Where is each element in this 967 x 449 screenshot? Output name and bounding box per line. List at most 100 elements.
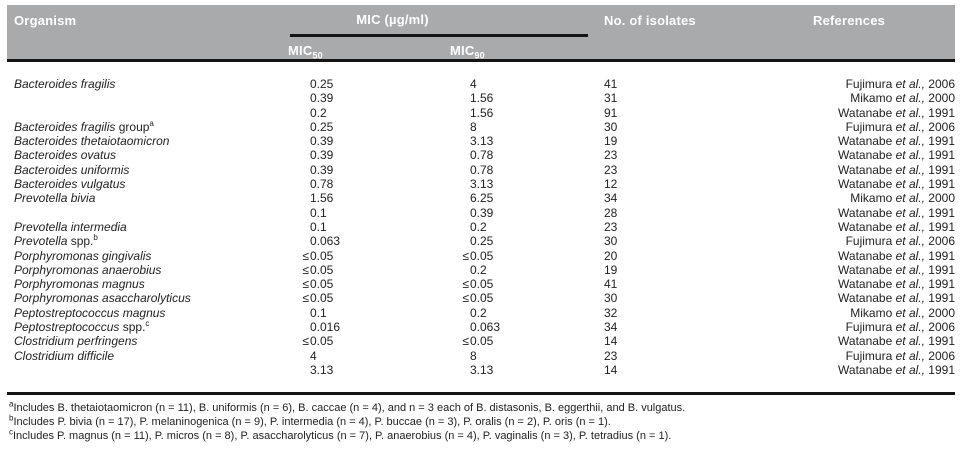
reference-author: Watanabe xyxy=(838,362,896,377)
mic90-prefix xyxy=(452,77,470,91)
mic50-prefix: ≤ xyxy=(302,277,309,292)
mic50-prefix xyxy=(292,191,310,205)
reference-cell: Watanabe et al., 1991 xyxy=(736,263,955,277)
organism-cell: Peptostreptococcus spp.c xyxy=(7,320,292,334)
mic90-prefix xyxy=(452,206,470,220)
isolates-cell: 19 xyxy=(604,262,618,277)
table-row: Bacteroides uniformis 0.39 0.78 23 Watanabe … xyxy=(7,163,955,177)
footnotes: aIncludes B. thetaiotaomicron (n = 11), … xyxy=(9,399,957,444)
reference-year: 2006 xyxy=(924,119,955,134)
mic90-prefix xyxy=(452,134,470,148)
reference-author: Mikamo xyxy=(850,305,896,320)
reference-etal: et al., xyxy=(895,262,925,277)
mic50-prefix xyxy=(292,177,310,191)
table-row: Peptostreptococcus magnus 0.1 0.2 32 Mikamo … xyxy=(7,306,955,320)
mic90-prefix xyxy=(452,349,470,363)
mic90-cell: 0.78 xyxy=(470,148,494,163)
reference-year: 1991 xyxy=(924,162,955,177)
organism-name: Porphyromonas asaccharolyticus xyxy=(14,291,191,306)
reference-year: 1991 xyxy=(924,362,955,377)
reference-year: 2000 xyxy=(924,91,955,106)
mic90-cell: 0.05 xyxy=(470,277,494,292)
mic50-prefix xyxy=(292,134,310,148)
reference-author: Watanabe xyxy=(838,277,896,292)
reference-author: Mikamo xyxy=(850,191,896,206)
mic90-prefix xyxy=(452,263,470,277)
mic90-prefix xyxy=(452,106,470,120)
reference-cell: Watanabe et al., 1991 xyxy=(736,163,955,177)
mic50-cell: 4 xyxy=(310,348,317,363)
mic90-prefix xyxy=(452,363,470,377)
mic50-cell: 0.1 xyxy=(310,219,327,234)
table-row: 0.1 0.39 28 Watanabe et al., 1991 xyxy=(7,206,955,220)
reference-etal: et al., xyxy=(895,177,925,192)
reference-etal: et al., xyxy=(895,334,925,349)
reference-author: Watanabe xyxy=(838,291,896,306)
mic50-cell: 0.39 xyxy=(310,162,334,177)
organism-name: Bacteroides ovatus xyxy=(14,148,117,163)
table-row: 0.2 1.56 91 Watanabe et al., 1991 xyxy=(7,106,955,120)
isolates-cell: 30 xyxy=(604,119,618,134)
organism-name: Porphyromonas magnus xyxy=(14,277,145,292)
mic50-cell: 0.39 xyxy=(310,134,334,149)
organism-cell: Bacteroides fragilis groupa xyxy=(7,120,292,134)
mic90-cell: 8 xyxy=(470,119,477,134)
organism-cell: Bacteroides thetaiotaomicron xyxy=(7,134,292,148)
mic50-prefix xyxy=(292,163,310,177)
table-row: Clostridium difficile 4 8 23 Fujimura et al.… xyxy=(7,349,955,363)
reference-year: 2006 xyxy=(924,320,955,335)
mic90-prefix xyxy=(452,320,470,334)
organism-name: Peptostreptococcus magnus xyxy=(14,305,166,320)
reference-year: 1991 xyxy=(924,134,955,149)
mic50-prefix xyxy=(292,234,310,248)
reference-author: Watanabe xyxy=(838,105,896,120)
reference-year: 2006 xyxy=(924,234,955,249)
table-row: Bacteroides ovatus 0.39 0.78 23 Watanabe et … xyxy=(7,148,955,162)
mic50-cell: 0.1 xyxy=(310,305,327,320)
mic90-prefix xyxy=(452,120,470,134)
reference-cell: Fujimura et al., 2006 xyxy=(736,77,955,91)
organism-suffix: spp. xyxy=(67,234,94,249)
footnote-c-marker: c xyxy=(9,427,13,437)
organism-cell: Porphyromonas anaerobius xyxy=(7,263,292,277)
organism-cell xyxy=(7,91,292,105)
reference-etal: et al., xyxy=(895,162,925,177)
reference-cell: Watanabe et al., 1991 xyxy=(736,249,955,263)
mic50-cell: 1.56 xyxy=(310,191,334,206)
mic90-prefix: ≤ xyxy=(462,248,469,263)
reference-year: 2000 xyxy=(924,191,955,206)
reference-etal: et al., xyxy=(895,105,925,120)
organism-cell: Prevotella intermedia xyxy=(7,220,292,234)
mic50-prefix xyxy=(292,91,310,105)
reference-etal: et al., xyxy=(895,320,925,335)
reference-cell: Watanabe et al., 1991 xyxy=(736,106,955,120)
footnote-a-marker: a xyxy=(9,399,14,409)
organism-suffix: spp. xyxy=(119,320,146,335)
mic50-cell: 0.25 xyxy=(310,77,334,91)
organism-name: Bacteroides fragilis xyxy=(14,77,116,91)
organism-cell: Bacteroides vulgatus xyxy=(7,177,292,191)
reference-etal: et al., xyxy=(895,191,925,206)
mic90-prefix xyxy=(452,234,470,248)
isolates-cell: 30 xyxy=(604,234,618,249)
footnote-divider xyxy=(7,392,955,395)
reference-cell: Watanabe et al., 1991 xyxy=(736,206,955,220)
mic90-subscript: 90 xyxy=(474,50,485,61)
mic50-label: MIC xyxy=(288,43,313,58)
isolates-cell: 34 xyxy=(604,191,618,206)
organism-column-header: Organism xyxy=(14,13,77,28)
reference-etal: et al., xyxy=(895,362,925,377)
isolates-cell: 20 xyxy=(604,248,618,263)
mic50-prefix xyxy=(292,148,310,162)
mic50-cell: 0.05 xyxy=(310,248,334,263)
reference-etal: et al., xyxy=(895,148,925,163)
mic50-cell: 0.05 xyxy=(310,291,334,306)
reference-etal: et al., xyxy=(895,305,925,320)
mic90-cell: 1.56 xyxy=(470,105,494,120)
reference-year: 1991 xyxy=(924,248,955,263)
reference-etal: et al., xyxy=(895,219,925,234)
table-row: 3.13 3.13 14 Watanabe et al., 1991 xyxy=(7,363,955,377)
reference-author: Fujimura xyxy=(845,320,896,335)
mic90-cell: 0.063 xyxy=(470,320,501,335)
